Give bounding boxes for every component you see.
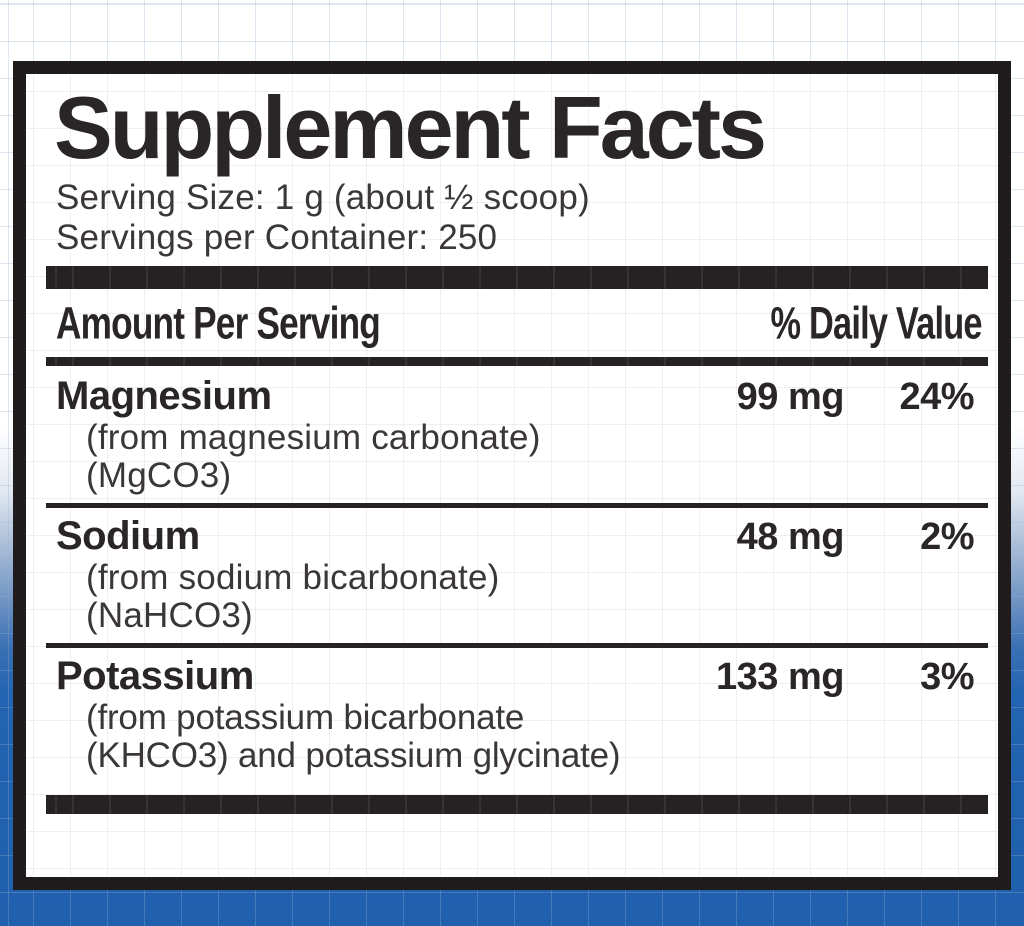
divider-heavy-under-header [46,356,988,366]
divider-thick-top [46,265,988,289]
daily-value-header: % Daily Value [770,297,983,349]
nutrient-source-details: (from magnesium carbonate) (MgCO3) [46,417,988,495]
serving-size-line: Serving Size: 1 g (about ½ scoop) [56,177,590,217]
nutrient-formula-line: (NaHCO3) [86,595,253,635]
panel-title: Supplement Facts [54,78,767,177]
nutrient-amount: 48 mg [736,515,845,558]
nutrient-amount: 99 mg [736,375,845,418]
nutrient-formula-line: (KHCO3) and potassium glycinate) [86,735,621,775]
nutrient-row-sodium: Sodium 48 mg 2% (from sodium bicarbonate… [46,502,988,643]
nutrient-formula-line: (MgCO3) [86,455,232,495]
amount-per-serving-header: Amount Per Serving [56,297,381,349]
nutrient-daily-value: 24% [899,375,974,418]
panel-content: Supplement Facts Serving Size: 1 g (abou… [46,82,988,814]
nutrient-source-line: (from magnesium carbonate) [86,417,541,457]
nutrient-source-line: (from potassium bicarbonate [86,697,525,737]
nutrient-amount: 133 mg [716,655,844,698]
serving-info: Serving Size: 1 g (about ½ scoop) Servin… [46,178,988,258]
nutrient-name-line: Sodium 48 mg 2% [46,514,988,559]
nutrient-source-details: (from potassium bicarbonate (KHCO3) and … [46,697,988,775]
nutrient-name-line: Potassium 133 mg 3% [46,654,988,699]
nutrient-name: Sodium [56,513,200,558]
nutrient-row-magnesium: Magnesium 99 mg 24% (from magnesium carb… [46,366,988,503]
column-header-row: Amount Per Serving % Daily Value [46,289,988,357]
nutrient-row-potassium: Potassium 133 mg 3% (from potassium bica… [46,642,988,795]
nutrient-name: Potassium [56,653,254,698]
servings-per-container-line: Servings per Container: 250 [56,217,498,257]
nutrient-daily-value: 2% [920,515,974,558]
supplement-facts-panel: Supplement Facts Serving Size: 1 g (abou… [13,61,1011,890]
nutrient-name-line: Magnesium 99 mg 24% [46,374,988,419]
nutrient-name: Magnesium [56,373,272,418]
nutrient-source-details: (from sodium bicarbonate) (NaHCO3) [46,557,988,635]
nutrient-source-line: (from sodium bicarbonate) [86,557,500,597]
nutrient-daily-value: 3% [920,655,974,698]
divider-thick-bottom [46,794,988,814]
